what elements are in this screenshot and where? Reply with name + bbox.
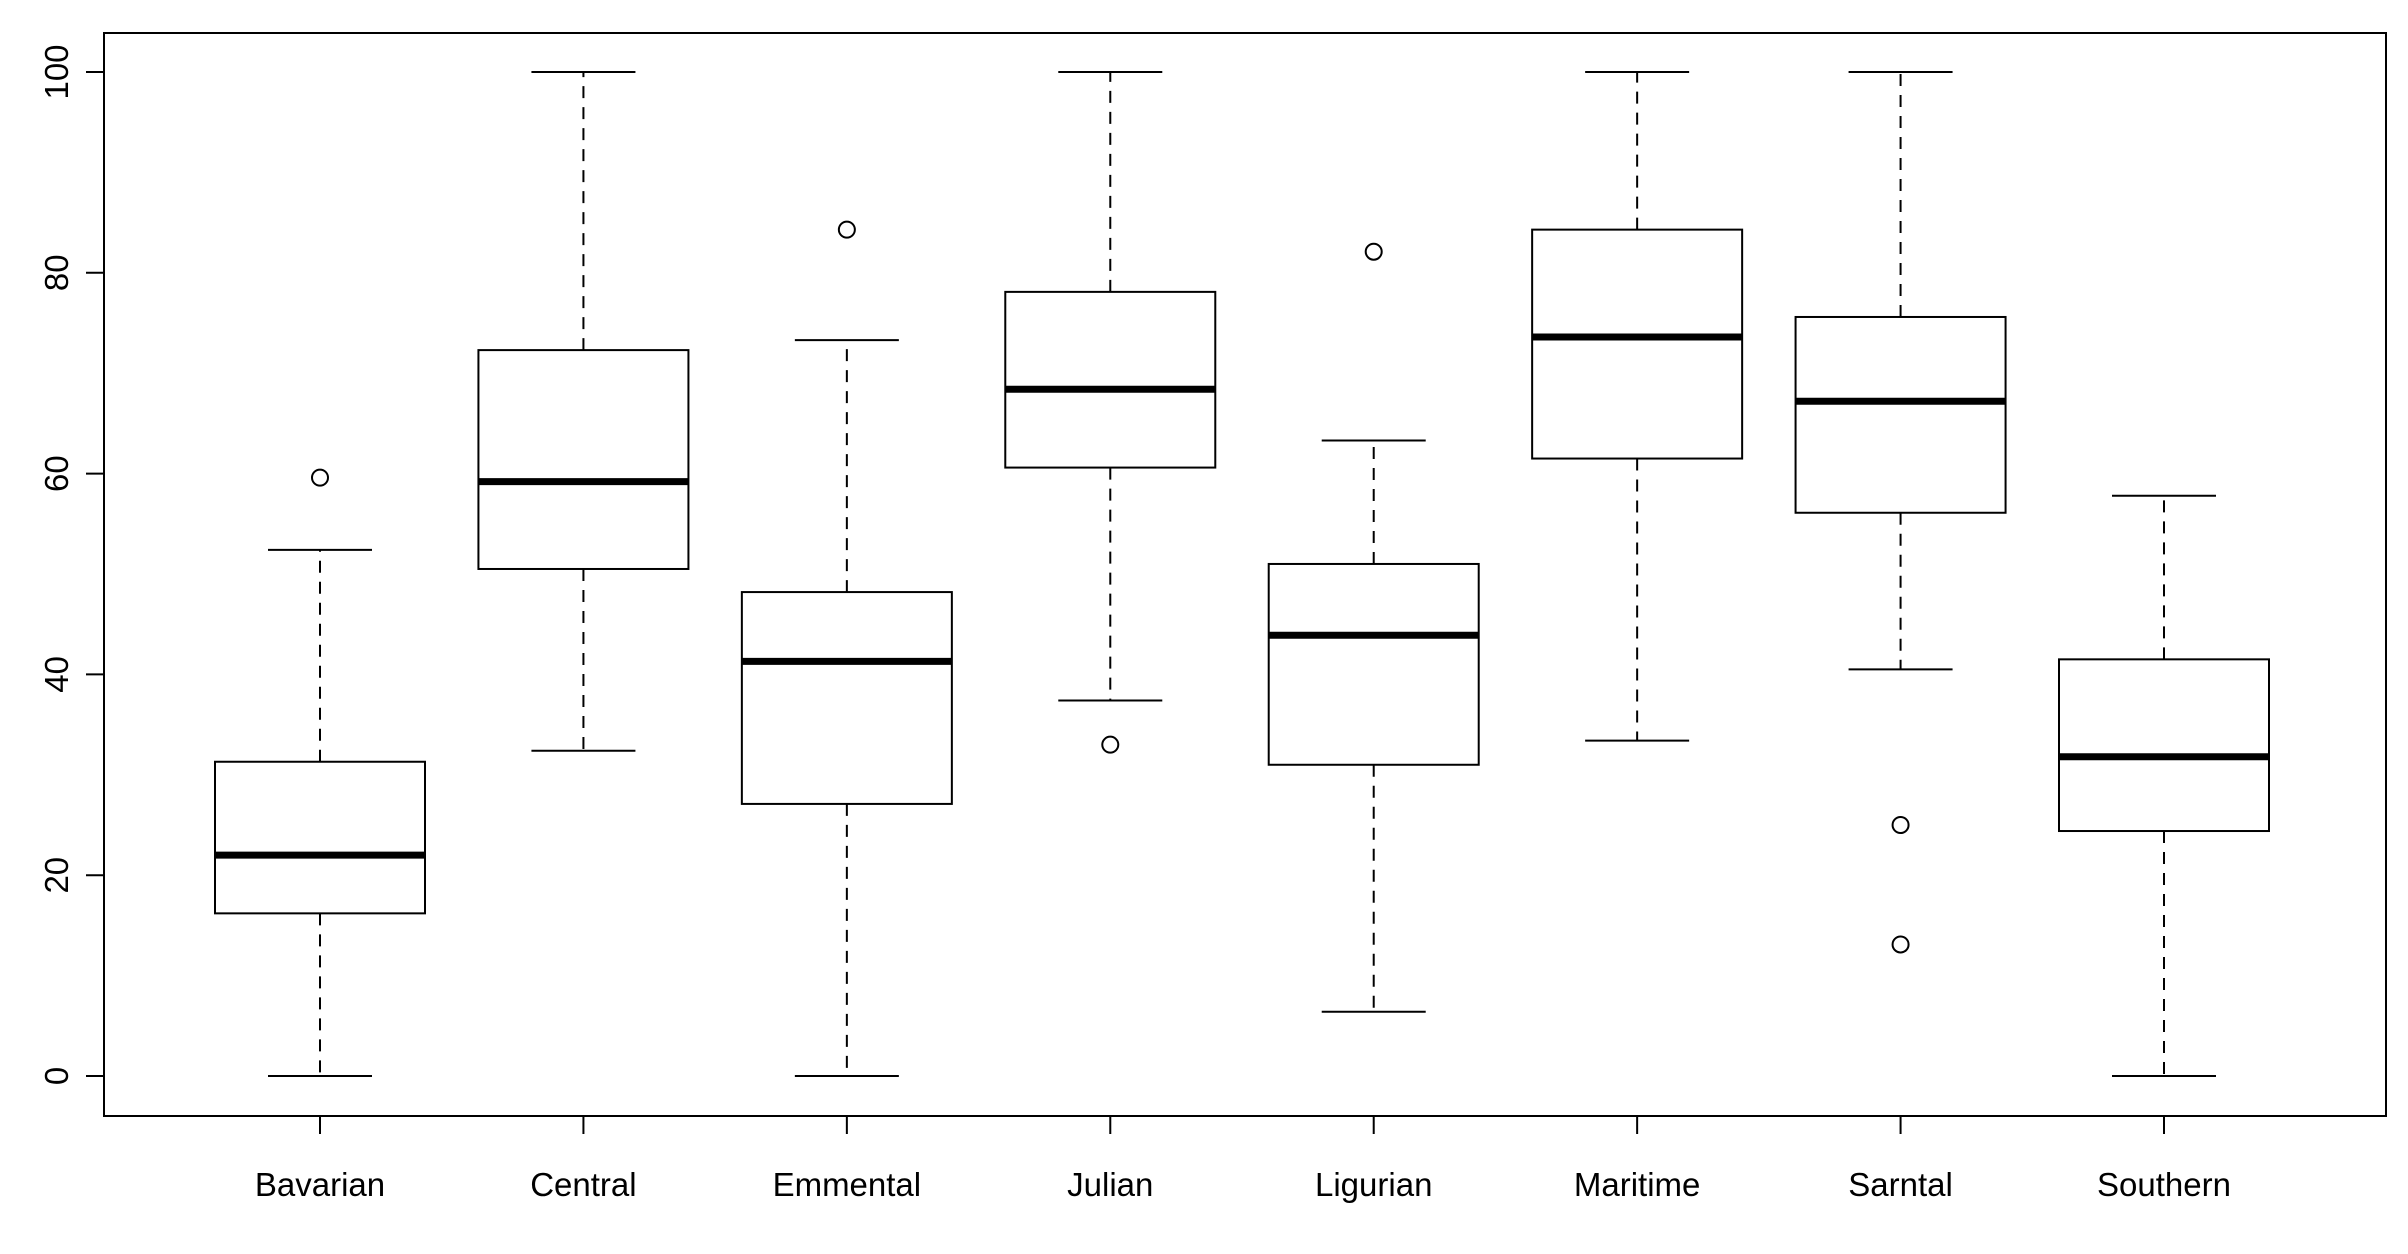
y-tick-label: 60 bbox=[38, 455, 75, 492]
x-tick-label: Emmental bbox=[773, 1166, 922, 1203]
iqr-box bbox=[1794, 315, 2007, 514]
x-tick-label: Ligurian bbox=[1315, 1166, 1432, 1203]
x-axis: Bavarian Central Emmental Julian Ligurian Mar… bbox=[255, 1116, 2231, 1203]
y-tick-label: 100 bbox=[38, 44, 75, 99]
box-bavarian bbox=[214, 468, 426, 1077]
box-ligurian bbox=[1267, 242, 1480, 1013]
box-julian bbox=[1004, 71, 1217, 754]
outlier-point bbox=[1891, 816, 1910, 834]
outlier-point bbox=[311, 468, 329, 487]
y-axis: 0 20 40 60 80 100 bbox=[38, 44, 104, 1085]
outlier-point bbox=[1891, 935, 1910, 954]
outlier-point bbox=[1101, 735, 1120, 754]
iqr-box bbox=[214, 760, 426, 915]
iqr-box bbox=[1267, 562, 1480, 766]
iqr-box bbox=[1531, 228, 1744, 460]
plot-frame bbox=[103, 32, 2387, 1117]
x-tick-label: Central bbox=[530, 1166, 636, 1203]
iqr-box bbox=[740, 591, 953, 805]
boxes-group bbox=[214, 71, 2270, 1077]
x-tick-label: Bavarian bbox=[255, 1166, 385, 1203]
box-central bbox=[477, 71, 690, 752]
box-sarntal bbox=[1794, 71, 2007, 954]
y-tick-label: 80 bbox=[38, 254, 75, 291]
y-tick-label: 40 bbox=[38, 656, 75, 693]
iqr-box bbox=[2058, 658, 2270, 833]
iqr-box bbox=[477, 349, 690, 570]
x-tick-label: Maritime bbox=[1574, 1166, 1701, 1203]
outlier-point bbox=[837, 220, 856, 239]
y-tick-label: 20 bbox=[38, 857, 75, 894]
x-tick-label: Julian bbox=[1067, 1166, 1153, 1203]
box-southern bbox=[2058, 494, 2270, 1077]
box-maritime bbox=[1531, 71, 1744, 742]
x-tick-label: Sarntal bbox=[1848, 1166, 1953, 1203]
x-tick-label: Southern bbox=[2097, 1166, 2231, 1203]
iqr-box bbox=[1004, 290, 1217, 469]
outlier-point bbox=[1364, 242, 1383, 261]
box-emmental bbox=[740, 220, 953, 1077]
y-tick-label: 0 bbox=[38, 1067, 75, 1085]
